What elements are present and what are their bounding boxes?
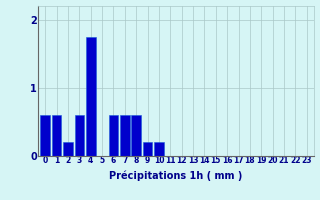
Bar	[120, 115, 130, 156]
Bar	[154, 142, 164, 156]
Bar	[63, 142, 73, 156]
Bar	[52, 115, 61, 156]
Bar	[40, 115, 50, 156]
Bar	[132, 115, 141, 156]
Bar	[86, 37, 96, 156]
X-axis label: Précipitations 1h ( mm ): Précipitations 1h ( mm )	[109, 171, 243, 181]
Bar	[143, 142, 152, 156]
Bar	[75, 115, 84, 156]
Bar	[108, 115, 118, 156]
